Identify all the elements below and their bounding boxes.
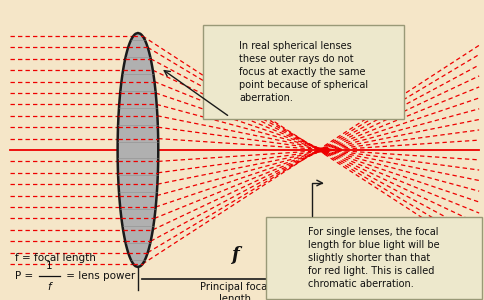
Text: P =: P = — [15, 271, 36, 281]
FancyBboxPatch shape — [266, 217, 482, 299]
Polygon shape — [118, 33, 158, 267]
Text: f: f — [47, 281, 51, 292]
FancyBboxPatch shape — [203, 25, 404, 119]
Text: f = focal length: f = focal length — [15, 253, 95, 263]
Text: 1: 1 — [46, 261, 53, 271]
Text: For single lenses, the focal
length for blue light will be
slightly shorter than: For single lenses, the focal length for … — [308, 226, 439, 290]
Text: In real spherical lenses
these outer rays do not
focus at exactly the same
point: In real spherical lenses these outer ray… — [239, 40, 368, 103]
Text: = lens power: = lens power — [63, 271, 135, 281]
Text: f: f — [231, 246, 239, 264]
Text: Principal focal
length: Principal focal length — [200, 282, 270, 300]
